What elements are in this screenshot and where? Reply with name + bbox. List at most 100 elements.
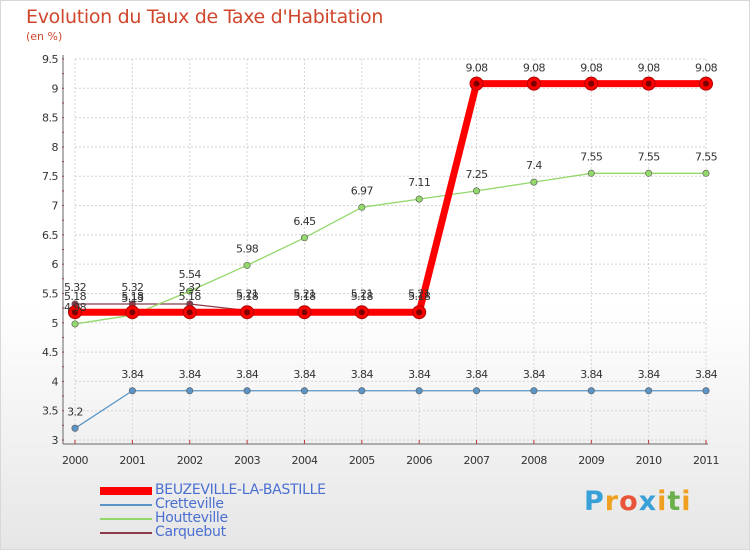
x-tick-label: 2008 <box>521 454 547 467</box>
legend-swatch <box>100 518 152 520</box>
legend-swatch <box>100 487 152 495</box>
data-point <box>300 387 308 395</box>
series-layer <box>68 76 713 432</box>
data-point <box>587 387 595 395</box>
legend-swatch <box>100 504 152 506</box>
data-label: 5.21 <box>236 287 258 300</box>
data-label: 3.84 <box>293 368 316 381</box>
x-tick-label: 2010 <box>636 454 662 467</box>
data-label: 7.11 <box>408 176 430 189</box>
y-tick-label: 8 <box>52 141 59 154</box>
data-label: 5.18 <box>351 290 374 303</box>
data-point <box>473 387 481 395</box>
data-label: 3.84 <box>236 368 259 381</box>
data-label: 6.97 <box>351 184 374 197</box>
data-label: 5.32 <box>179 281 201 294</box>
data-label: 7.4 <box>526 159 542 172</box>
data-label: 5.18 <box>236 290 259 303</box>
data-label: 7.25 <box>465 168 488 181</box>
data-label: 3.84 <box>523 368 546 381</box>
data-point-center <box>473 80 480 87</box>
data-label: 3.84 <box>408 368 431 381</box>
proxiti-logo: Proxiti <box>584 486 692 517</box>
y-tick-label: 6 <box>52 258 59 271</box>
data-label: 9.08 <box>523 62 546 75</box>
data-label: 9.08 <box>580 62 603 75</box>
data-label: 6.45 <box>293 215 316 228</box>
data-label: 7.55 <box>638 150 661 163</box>
data-label: 3.84 <box>351 368 374 381</box>
data-point <box>358 387 366 395</box>
data-label: 3.84 <box>580 368 603 381</box>
data-point <box>128 387 136 395</box>
data-point-center <box>358 309 365 316</box>
legend-label: BEUZEVILLE-LA-BASTILLE <box>155 482 326 498</box>
data-point <box>702 387 710 395</box>
legend-label: Carquebut <box>155 524 226 540</box>
x-tick-label: 2005 <box>349 454 375 467</box>
legend-swatch <box>100 532 152 534</box>
data-label: 5.18 <box>64 290 87 303</box>
data-label: 5.21 <box>408 287 430 300</box>
y-tick-label: 4 <box>52 375 59 388</box>
data-point <box>645 387 653 395</box>
grid-layer <box>74 58 707 441</box>
data-point <box>530 178 538 186</box>
data-point-center <box>72 309 78 316</box>
data-label: 5.21 <box>293 287 315 300</box>
data-label: 3.84 <box>638 368 661 381</box>
y-tick-label: 6.5 <box>42 229 58 242</box>
data-label: 5.18 <box>121 290 144 303</box>
data-label: 9.08 <box>465 62 488 75</box>
x-tick-label: 2011 <box>693 454 719 467</box>
data-label: 5.54 <box>179 268 202 281</box>
data-label: 4.98 <box>64 301 87 314</box>
data-point <box>71 424 79 432</box>
x-tick-label: 2001 <box>119 454 145 467</box>
y-tick-label: 7.5 <box>42 170 58 183</box>
data-point-center <box>244 309 251 316</box>
data-labels-layer: 5.18 5.18 5.18 5.18 5.18 5.18 5.18 9.08 9.08 9.08… <box>64 62 718 419</box>
data-point <box>702 169 710 177</box>
x-tick-label: 2002 <box>177 454 203 467</box>
data-point <box>473 187 481 195</box>
data-label: 5.18 <box>408 290 431 303</box>
data-label: 3.84 <box>465 368 488 381</box>
y-tick-label: 5.5 <box>42 287 58 300</box>
chart-title: Evolution du Taux de Taxe d'Habitation <box>26 6 384 28</box>
x-tick-label: 2000 <box>62 454 88 467</box>
data-point <box>243 387 251 395</box>
data-point <box>300 234 308 242</box>
y-tick-label: 4.5 <box>42 346 58 359</box>
data-label: 3.84 <box>179 368 202 381</box>
data-label: 5.32 <box>121 281 143 294</box>
data-point <box>587 169 595 177</box>
y-tick-label: 8.5 <box>42 112 58 125</box>
data-label: 5.18 <box>179 290 202 303</box>
y-tick-label: 7 <box>52 200 59 213</box>
data-point <box>243 261 251 269</box>
data-point-center <box>703 80 709 87</box>
data-point <box>186 287 194 295</box>
data-label: 5.18 <box>293 290 316 303</box>
x-tick-label: 2003 <box>234 454 260 467</box>
x-tick-label: 2004 <box>291 454 317 467</box>
series-line-cretteville <box>74 390 707 429</box>
data-label: 5.32 <box>64 281 86 294</box>
y-tick-label: 9 <box>52 82 59 95</box>
legend-label: Cretteville <box>155 496 224 512</box>
data-label: 9.08 <box>638 62 661 75</box>
data-point-center <box>129 309 136 316</box>
data-point <box>645 169 653 177</box>
data-label: 5.98 <box>236 242 259 255</box>
x-tick-label: 2006 <box>406 454 432 467</box>
data-point-center <box>645 80 652 87</box>
data-label: 7.55 <box>695 150 718 163</box>
data-label: 3.84 <box>695 368 718 381</box>
data-label: 5.21 <box>351 287 373 300</box>
data-label: 9.08 <box>695 62 718 75</box>
data-label: 7.55 <box>580 150 603 163</box>
data-label: 3.2 <box>67 405 83 418</box>
